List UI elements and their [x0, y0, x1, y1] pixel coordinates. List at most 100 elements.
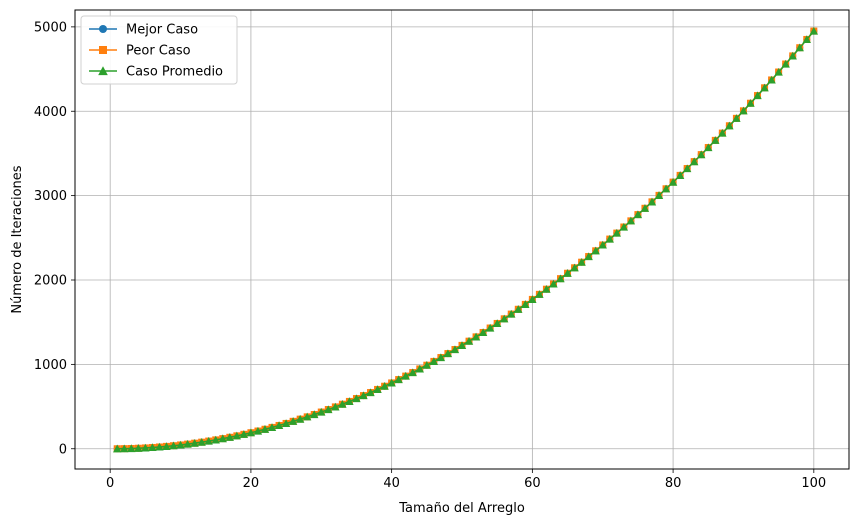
- data-point: [591, 246, 600, 255]
- x-tick-label: 80: [665, 476, 682, 491]
- data-point: [239, 430, 249, 438]
- y-tick-label: 4000: [34, 105, 67, 120]
- data-point: [675, 171, 685, 179]
- data-point: [471, 332, 481, 341]
- data-point: [788, 51, 797, 60]
- data-point: [704, 143, 713, 152]
- data-point: [204, 436, 213, 445]
- data-point: [507, 309, 516, 318]
- legend: Mejor Caso Peor Caso Caso Promedio: [80, 15, 238, 85]
- data-point: [450, 345, 460, 354]
- data-point: [739, 106, 748, 115]
- data-point: [668, 177, 678, 186]
- data-point: [190, 438, 199, 447]
- data-point: [380, 382, 389, 390]
- data-point: [746, 99, 755, 107]
- data-point: [232, 431, 242, 440]
- legend-marker: [99, 46, 107, 54]
- legend-marker: [98, 66, 108, 76]
- series-layer: [113, 26, 819, 453]
- data-point: [690, 157, 699, 166]
- data-point: [549, 279, 558, 288]
- data-point: [303, 412, 312, 421]
- data-point: [478, 328, 488, 337]
- data-point: [288, 417, 298, 425]
- x-tick-label: 0: [106, 476, 114, 491]
- data-point: [415, 364, 424, 373]
- data-point: [809, 26, 819, 35]
- data-point: [141, 443, 150, 452]
- data-point: [408, 368, 417, 377]
- data-point: [281, 419, 291, 428]
- data-point: [267, 423, 277, 431]
- data-point: [317, 407, 326, 416]
- data-point: [359, 391, 368, 400]
- legend-marker: [99, 25, 107, 33]
- data-point: [718, 128, 727, 137]
- data-point: [605, 234, 614, 243]
- data-point: [176, 440, 185, 449]
- data-point: [767, 75, 776, 84]
- data-point: [155, 442, 164, 451]
- data-point: [148, 443, 157, 452]
- x-tick-label: 20: [243, 476, 260, 491]
- data-point: [661, 184, 671, 193]
- data-point: [725, 121, 734, 130]
- data-point: [528, 295, 537, 303]
- y-tick-label: 0: [59, 442, 67, 457]
- data-point: [514, 305, 523, 313]
- data-point: [127, 444, 136, 453]
- y-tick-label: 3000: [34, 189, 67, 204]
- data-point: [352, 394, 361, 403]
- data-point: [626, 216, 636, 225]
- data-point: [802, 35, 811, 44]
- data-point: [464, 336, 474, 345]
- data-point: [225, 433, 234, 441]
- x-tick-label: 60: [524, 476, 541, 491]
- data-point: [120, 444, 129, 453]
- data-point: [295, 414, 305, 423]
- data-point: [253, 426, 263, 435]
- data-point: [436, 353, 446, 362]
- data-point: [640, 204, 650, 212]
- data-point: [619, 222, 629, 231]
- x-axis-label: Tamaño del Arreglo: [398, 501, 525, 516]
- data-point: [366, 388, 375, 397]
- data-point: [260, 425, 270, 433]
- data-point: [211, 435, 220, 444]
- data-point: [753, 91, 762, 100]
- data-point: [570, 263, 579, 272]
- data-point: [598, 240, 607, 249]
- data-point: [113, 444, 122, 453]
- data-point: [162, 442, 171, 450]
- data-point: [169, 441, 178, 450]
- data-point: [331, 402, 340, 411]
- data-point: [697, 150, 706, 159]
- data-point: [246, 428, 256, 437]
- series-triangle: [113, 26, 819, 453]
- data-point: [345, 397, 354, 405]
- x-tick-label: 100: [801, 476, 826, 491]
- data-point: [401, 371, 410, 380]
- y-axis-label: Número de Iteraciones: [10, 165, 25, 313]
- data-point: [633, 210, 643, 219]
- data-point: [577, 257, 586, 266]
- legend-label: Caso Promedio: [126, 65, 223, 80]
- data-point: [457, 341, 467, 349]
- data-point: [760, 83, 769, 92]
- data-point: [654, 191, 664, 199]
- data-point: [732, 114, 741, 122]
- data-point: [197, 437, 206, 446]
- legend-box: [80, 15, 238, 85]
- data-point: [134, 444, 143, 452]
- data-point: [774, 67, 783, 76]
- data-point: [310, 410, 319, 419]
- data-point: [373, 385, 382, 394]
- data-point: [781, 59, 790, 68]
- data-point: [711, 136, 720, 144]
- y-tick-label: 2000: [34, 274, 67, 289]
- data-point: [682, 164, 692, 173]
